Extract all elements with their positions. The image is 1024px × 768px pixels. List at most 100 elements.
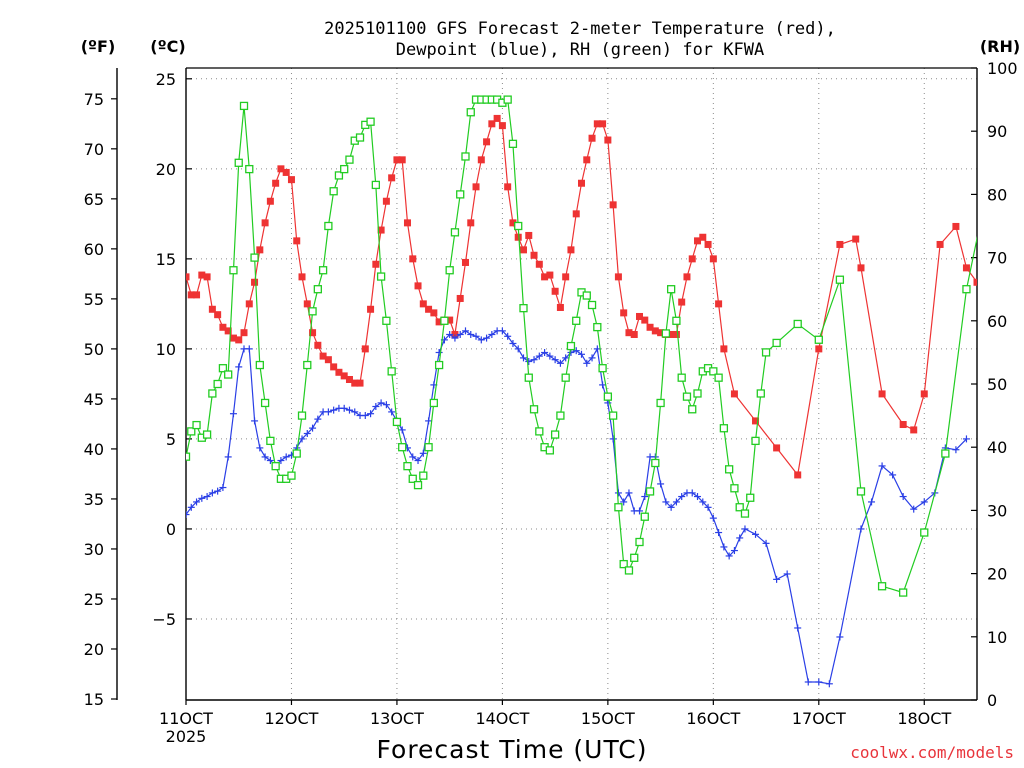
dewpoint-point [636, 507, 644, 515]
2-meter-temperature-point [282, 168, 290, 176]
x-tick-label: 16OCT [686, 709, 740, 728]
rh-point [672, 316, 681, 325]
rh-point [398, 443, 407, 452]
2-meter-temperature-point [277, 165, 285, 173]
2-meter-temperature-point [794, 471, 802, 479]
2-meter-temperature-point [361, 345, 369, 353]
2-meter-temperature-point [509, 219, 517, 227]
rh-point [340, 164, 349, 174]
rh-point [714, 373, 723, 382]
dewpoint-point [377, 399, 385, 407]
fahrenheit-tick-label: 30 [84, 540, 104, 559]
2-meter-temperature-point [583, 156, 591, 164]
rh-point [603, 392, 613, 401]
rh-point [376, 272, 386, 281]
rh-point [566, 341, 576, 351]
dewpoint-point [541, 348, 549, 356]
2-meter-temperature-point [572, 210, 580, 218]
dewpoint-point [572, 347, 580, 355]
dewpoint-point [773, 575, 781, 583]
2-meter-temperature-point [651, 327, 659, 335]
rh-point [450, 228, 460, 237]
dewpoint-point [483, 334, 491, 342]
dewpoint-point [825, 680, 833, 688]
2-meter-temperature-point [815, 345, 823, 353]
2-meter-temperature-point [541, 273, 549, 281]
dewpoint-point [472, 332, 480, 340]
rh-point [619, 559, 628, 569]
dewpoint-point [256, 444, 264, 452]
celsius-tick-label: 0 [166, 520, 176, 539]
dewpoint-point [372, 403, 380, 411]
2-meter-temperature-point [224, 327, 232, 335]
2-meter-temperature-point [193, 291, 201, 299]
2-meter-temperature-point [345, 375, 353, 383]
2-meter-temperature-point [704, 240, 712, 248]
2-meter-temperature-point [266, 197, 274, 205]
dewpoint-point [245, 345, 253, 353]
dewpoint-point [910, 505, 918, 513]
celsius-tick-label: 25 [156, 70, 176, 89]
2-meter-temperature-point [514, 233, 522, 241]
2-meter-temperature-point [186, 273, 190, 281]
rh-point [514, 221, 523, 231]
rh-series [186, 95, 977, 597]
2-meter-temperature-point [1016, 342, 1023, 349]
fahrenheit-tick-label: 45 [84, 390, 104, 409]
2-meter-temperature-point [488, 120, 496, 128]
celsius-axis-label: (ºC) [150, 37, 185, 56]
dewpoint-point [414, 457, 422, 465]
2-meter-temperature-point [314, 341, 322, 349]
2-meter-temperature-point [425, 305, 433, 313]
rh-tick-label: 30 [987, 501, 1007, 520]
rh-point [429, 398, 438, 408]
rh-point [519, 304, 528, 313]
2-meter-temperature-point [857, 264, 865, 272]
dewpoint-point [477, 336, 485, 344]
2-meter-temperature-point [298, 273, 306, 281]
rh-point [434, 360, 444, 370]
rh-point [656, 398, 665, 408]
2-meter-temperature-point [446, 316, 454, 324]
rh-point [324, 221, 333, 231]
dewpoint-point [456, 330, 464, 338]
2-meter-temperature-point [641, 316, 649, 324]
rh-point [408, 474, 417, 483]
x-tick-label: 11OCT [159, 709, 213, 728]
rh-point [751, 436, 760, 446]
rh-point [187, 427, 196, 436]
dewpoint-point [704, 503, 712, 511]
rh-point [334, 171, 344, 180]
2-meter-temperature-point [419, 300, 427, 308]
2-meter-temperature-point [646, 323, 654, 331]
dewpoint-point [662, 498, 670, 506]
rh-point [661, 329, 671, 338]
rh-point [329, 187, 338, 196]
rh-point [682, 392, 692, 401]
dewpoint-point [672, 498, 680, 506]
2-meter-temperature-point [599, 120, 607, 128]
dewpoint-point [488, 330, 496, 338]
2-meter-temperature-point [483, 138, 491, 146]
x-tick-label: 18OCT [897, 709, 951, 728]
dewpoint-point [578, 350, 585, 358]
dewpoint-point [203, 493, 211, 501]
rh-point [666, 285, 676, 294]
dewpoint-point [498, 327, 506, 335]
2-meter-temperature-point [899, 421, 907, 429]
axes [111, 67, 978, 705]
rh-point [403, 462, 412, 471]
rh-point [250, 253, 259, 262]
rh-point [419, 471, 428, 480]
dewpoint-point [794, 624, 802, 632]
2-meter-temperature-point [636, 312, 644, 320]
dewpoint-point [451, 334, 459, 342]
rh-point [582, 291, 591, 300]
rh-point [614, 503, 623, 512]
2-meter-temperature-point [657, 329, 665, 337]
dewpoint-point [609, 435, 617, 443]
dewpoint-point [694, 493, 702, 501]
dewpoint-point [187, 503, 195, 511]
rh-point [535, 427, 544, 436]
dewpoint-point [783, 570, 791, 578]
